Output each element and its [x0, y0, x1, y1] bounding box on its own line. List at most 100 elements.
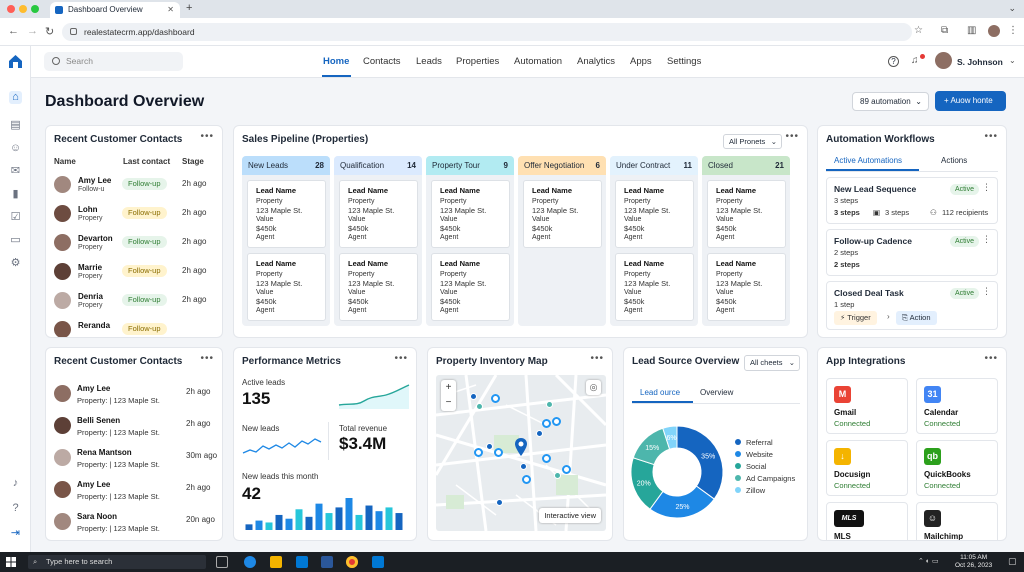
- pipeline-column-header[interactable]: Closed 21: [702, 156, 790, 175]
- pipeline-column-header[interactable]: New Leads 28: [242, 156, 330, 175]
- lead-card[interactable]: Lead Name Property 123 Maple St. Value $450k…: [247, 253, 326, 321]
- lead-card[interactable]: Lead Name Property 123 Maple St. Value $450k…: [615, 180, 694, 248]
- table-row[interactable]: Amy Lee Follow-u Follow-up 2h ago: [46, 171, 222, 200]
- app-logo-icon[interactable]: [8, 54, 23, 69]
- nav-apps[interactable]: Apps: [630, 56, 652, 67]
- new-tab-button[interactable]: +: [186, 2, 193, 14]
- map-pin[interactable]: [491, 394, 500, 403]
- table-row[interactable]: Lohn Propery Follow-up 2h ago: [46, 200, 222, 229]
- back-icon[interactable]: ←: [8, 25, 19, 37]
- lead-card[interactable]: Lead Name Property 123 Maple St. Value $450k…: [247, 180, 326, 248]
- store-icon[interactable]: [296, 556, 308, 568]
- more-icon[interactable]: •••: [984, 353, 998, 364]
- nav-contacts[interactable]: Contacts: [363, 56, 401, 67]
- more-icon[interactable]: •••: [984, 131, 998, 142]
- tasks-icon[interactable]: ☑: [10, 211, 21, 223]
- automation-select[interactable]: 89 automation ⌄: [852, 92, 929, 111]
- nav-properties[interactable]: Properties: [456, 56, 500, 67]
- outlook-icon[interactable]: [372, 556, 384, 568]
- donut-slice[interactable]: [676, 425, 724, 500]
- sidepanel-icon[interactable]: ▥: [967, 25, 977, 36]
- help-icon[interactable]: ?: [12, 502, 19, 514]
- bookmark-star-icon[interactable]: ☆: [914, 25, 923, 36]
- integration-tile[interactable]: ☺MailchimpConnected: [916, 502, 998, 540]
- list-item[interactable]: Amy Lee Property: | 123 Maple St. 2h ago: [46, 474, 222, 507]
- site-info-icon[interactable]: [70, 28, 77, 35]
- zoom-out-button[interactable]: −: [445, 397, 452, 408]
- lead-card[interactable]: Lead Name Property 123 Maple St. Value $450k…: [523, 180, 602, 248]
- close-window-button[interactable]: [7, 5, 15, 13]
- more-icon[interactable]: •••: [785, 131, 799, 142]
- search-input[interactable]: Search: [44, 52, 183, 71]
- table-row[interactable]: Reranda Follow-up: [46, 316, 222, 337]
- system-tray-icon[interactable]: ⌃ ◐ ▭: [918, 558, 939, 565]
- pipeline-column-header[interactable]: Qualification 14: [334, 156, 422, 175]
- more-icon[interactable]: •••: [200, 131, 214, 142]
- lead-card[interactable]: Lead Name Property 123 Maple St. Value $450k…: [339, 253, 418, 321]
- list-item[interactable]: Sara Noon Property: | 123 Maple St. 20n ag…: [46, 506, 222, 539]
- maximize-window-button[interactable]: [31, 5, 39, 13]
- more-icon[interactable]: •••: [394, 353, 408, 364]
- mail-icon[interactable]: ✉: [10, 165, 21, 177]
- map-pin[interactable]: [536, 430, 543, 437]
- workflow-card[interactable]: Follow-up Cadence Active ⋮ 2 steps 2 ste…: [826, 229, 998, 276]
- primary-action-button[interactable]: + Auow honte: [935, 91, 1006, 111]
- lead-card[interactable]: Lead Name Property 123 Maple St. Value $450k…: [707, 253, 786, 321]
- list-item[interactable]: Amy Lee Property: | 123 Maple St. 2h ago: [46, 378, 222, 411]
- locate-icon[interactable]: ◎: [586, 380, 601, 395]
- contacts-icon[interactable]: ☺: [9, 142, 22, 154]
- workflow-card[interactable]: Closed Deal Task Active ⋮ 1 step ⚡ Trigg…: [826, 281, 998, 330]
- pipeline-column-header[interactable]: Offer Negotiation 6: [518, 156, 606, 175]
- browser-tab[interactable]: Dashboard Overview ✕: [50, 2, 180, 18]
- map-pin[interactable]: [554, 472, 561, 479]
- map-pin[interactable]: [522, 475, 531, 484]
- table-row[interactable]: Devarton Propery Follow-up 2h ago: [46, 229, 222, 258]
- lead-card[interactable]: Lead Name Property 123 Maple St. Value $450k…: [431, 253, 510, 321]
- map-pin[interactable]: [542, 419, 551, 428]
- integration-tile[interactable]: M Gmail Connected: [826, 378, 908, 434]
- settings-icon[interactable]: ⚙: [10, 257, 21, 269]
- map-pin[interactable]: [546, 401, 553, 408]
- minimize-window-button[interactable]: [19, 5, 27, 13]
- lead-card[interactable]: Lead Name Property 123 Maple St. Value $450k…: [615, 253, 694, 321]
- tab-menu-chevron-icon[interactable]: ⌄: [1008, 3, 1016, 13]
- map-pin[interactable]: [494, 448, 503, 457]
- file-explorer-icon[interactable]: [270, 556, 282, 568]
- notifications-center-icon[interactable]: ▢: [1008, 556, 1017, 566]
- lead-card[interactable]: Lead Name Property 123 Maple St. Value $450k…: [707, 180, 786, 248]
- nav-automation[interactable]: Automation: [514, 56, 563, 67]
- logout-icon[interactable]: ⇥: [10, 527, 21, 539]
- map-pin[interactable]: [562, 465, 571, 474]
- map-pin[interactable]: [486, 443, 493, 450]
- map-pin[interactable]: [474, 448, 483, 457]
- lead-source-filter-select[interactable]: All cheets ⌄: [744, 355, 800, 371]
- map-pin[interactable]: [476, 403, 483, 410]
- pipeline-column-header[interactable]: Under Contract 11: [610, 156, 698, 175]
- tab-overview[interactable]: Overview: [700, 388, 734, 397]
- word-icon[interactable]: [321, 556, 333, 568]
- tab-active-automations[interactable]: Active Automations: [834, 156, 903, 165]
- windows-start-icon[interactable]: [6, 557, 16, 567]
- taskbar-clock[interactable]: 11:05 AM Oct 26, 2023: [955, 554, 992, 570]
- analytics-icon[interactable]: ▮: [12, 188, 19, 200]
- map-pin[interactable]: [520, 463, 527, 470]
- bell-icon[interactable]: ♫: [911, 55, 919, 66]
- browser-profile-avatar[interactable]: [988, 25, 1000, 37]
- tab-close-icon[interactable]: ✕: [167, 5, 174, 14]
- zoom-in-button[interactable]: +: [445, 382, 452, 393]
- map-pin[interactable]: [496, 499, 503, 506]
- url-field[interactable]: realestatecrm.app/dashboard: [62, 23, 912, 41]
- donut-slice[interactable]: [662, 425, 678, 450]
- integration-tile[interactable]: 31 Calendar Connected: [916, 378, 998, 434]
- column-header-last-contact[interactable]: Last contact: [123, 157, 171, 166]
- integration-tile[interactable]: ↓ Docusign Connected: [826, 440, 908, 496]
- nav-home[interactable]: Home: [323, 56, 350, 67]
- help-icon[interactable]: ?: [888, 56, 899, 67]
- reload-icon[interactable]: ↻: [45, 26, 55, 38]
- forward-icon[interactable]: →: [27, 25, 38, 37]
- browser-menu-icon[interactable]: ⋮: [1008, 25, 1018, 36]
- documents-icon[interactable]: ▭: [10, 234, 21, 246]
- more-icon[interactable]: ⋮: [982, 182, 991, 192]
- taskbar-search-input[interactable]: ⌕ Type here to search: [28, 555, 206, 569]
- news-icon[interactable]: ▤: [10, 119, 21, 131]
